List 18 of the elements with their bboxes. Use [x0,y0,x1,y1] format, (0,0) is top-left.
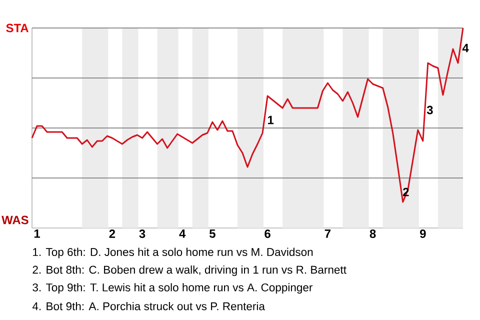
text: 3. Top 9th: T. Lewis hit a solo home run vs A. Coppinger [32,283,313,294]
text: 1. Top 6th: D. Jones hit a solo home run vs M. Davidson [33,248,313,258]
text: STA [6,24,28,32]
x-tick-label: 7 [324,230,330,238]
x-tick-label: 6 [264,230,270,238]
x-tick-label: 1 [34,230,40,238]
annotation: 4 [462,44,469,52]
annotation: 1 [268,116,274,124]
text: WAS [2,216,28,224]
x-tick-label: 3 [139,230,146,238]
x-tick-label: 9 [420,230,426,238]
x-tick-label: 5 [209,230,216,238]
x-tick-label: 4 [179,230,186,238]
annotation: 3 [426,106,433,114]
text: 4. Bot 9th: A. Porchia struck out vs P. Renteria [32,302,265,310]
x-tick-label: 8 [370,230,376,238]
x-tick-label: 2 [109,230,116,238]
text: 2. Bot 8th: C. Boben drew a walk, driving in 1 run vs R. Barnett [32,265,346,276]
